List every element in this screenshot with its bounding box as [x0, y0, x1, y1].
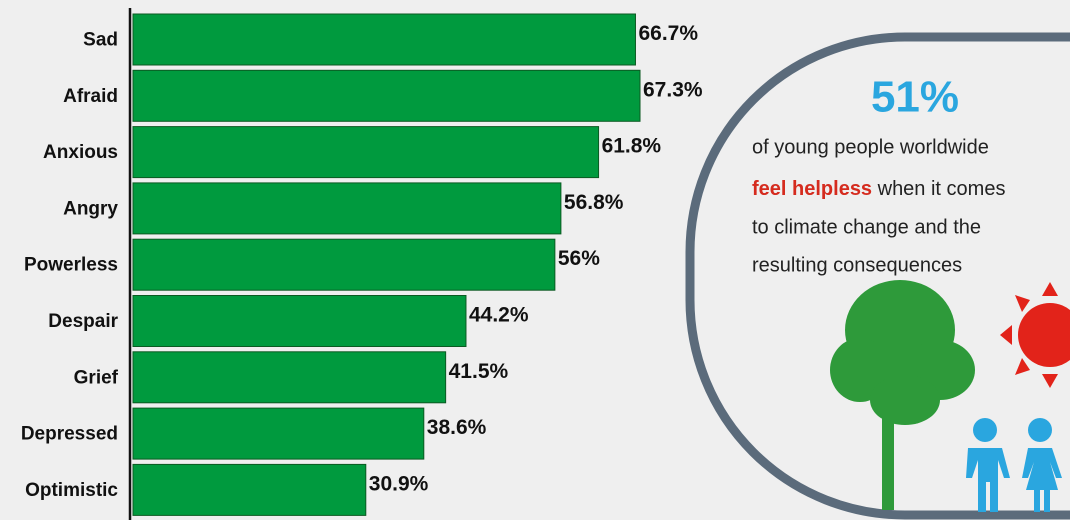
bar	[132, 238, 556, 291]
value-label: 67.3%	[643, 78, 703, 101]
bar	[132, 407, 425, 460]
value-label: 56%	[558, 247, 600, 270]
bar	[132, 69, 641, 122]
value-label: 44.2%	[469, 304, 529, 327]
y-tick-label: Sad	[83, 30, 118, 51]
value-label: 56.8%	[564, 191, 624, 214]
callout-highlight: feel helpless	[752, 178, 872, 200]
tree-icon	[830, 280, 975, 510]
y-tick-label: Grief	[74, 367, 119, 388]
callout-text: of young people worldwide	[752, 136, 989, 158]
y-tick-label: Angry	[63, 198, 118, 219]
bar	[132, 126, 600, 179]
bar	[132, 295, 467, 347]
callout-text: to climate change and the	[752, 216, 981, 238]
callout-frame	[685, 32, 1070, 520]
bar	[132, 463, 367, 516]
value-label: 61.8%	[602, 135, 662, 158]
y-tick-label: Depressed	[21, 424, 118, 445]
callout-text: feel helpless when it comes	[752, 178, 1005, 200]
bar	[132, 351, 447, 404]
y-tick-label: Powerless	[24, 255, 118, 276]
sun-icon	[1000, 282, 1070, 388]
y-tick-label: Anxious	[43, 142, 118, 163]
y-tick-label: Despair	[48, 311, 118, 332]
value-label: 41.5%	[449, 360, 509, 383]
people-icon	[966, 418, 1062, 512]
y-tick-label: Afraid	[63, 86, 118, 107]
value-label: 66.7%	[638, 22, 698, 45]
plot: Sad 66.7% Afraid 67.3% Anxious 61.8% Angry 56.8…	[21, 13, 703, 516]
value-label: 38.6%	[427, 416, 487, 439]
callout-stat: 51%	[871, 73, 959, 122]
y-tick-label: Optimistic	[25, 480, 118, 501]
bar	[132, 182, 562, 235]
callout-text: resulting consequences	[752, 254, 962, 276]
bar	[132, 13, 636, 66]
callout-text: when it comes	[872, 178, 1005, 200]
value-label: 30.9%	[369, 472, 429, 495]
